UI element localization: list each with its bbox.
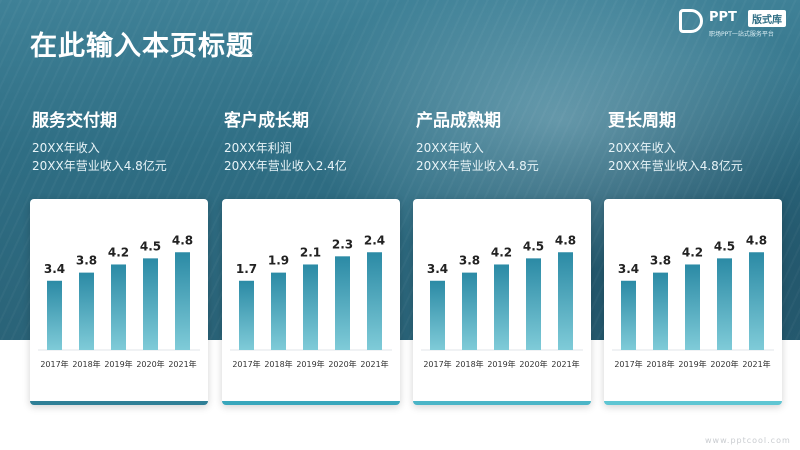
column-title: 更长周期	[608, 111, 676, 131]
column-line: 20XX年利润	[224, 141, 292, 155]
bar-chart: 1.7 2017年 1.9 2018年 2.1 2019年 2.3 2020年 2.4 2021年	[230, 233, 392, 369]
chart-card-4: 3.4 2017年 3.8 2018年 4.2 2019年 4.5 2020年 4.8 2021年	[604, 199, 782, 405]
bar	[111, 264, 126, 350]
category-label: 2019年	[104, 359, 132, 369]
bar	[47, 280, 62, 350]
bar-chart: 3.4 2017年 3.8 2018年 4.2 2019年 4.5 2020年 4.8 2021年	[421, 233, 583, 369]
bar-value-label: 4.5	[523, 239, 544, 253]
category-label: 2019年	[487, 359, 515, 369]
chart-card-2: 1.7 2017年 1.9 2018年 2.1 2019年 2.3 2020年 2.4 2021年	[222, 199, 400, 405]
bar-value-label: 4.5	[140, 239, 161, 253]
bar-value-label: 3.4	[44, 262, 65, 276]
category-label: 2018年	[72, 359, 100, 369]
bar	[430, 280, 445, 350]
bar	[335, 256, 350, 350]
category-label: 2021年	[168, 359, 196, 369]
bar	[462, 272, 477, 350]
bar-value-label: 4.8	[555, 233, 576, 247]
bar-chart: 3.4 2017年 3.8 2018年 4.2 2019年 4.5 2020年 4.8 2021年	[38, 233, 200, 369]
bar	[367, 252, 382, 350]
column-line: 20XX年营业收入4.8亿元	[608, 159, 743, 173]
category-label: 2019年	[296, 359, 324, 369]
bar-value-label: 1.9	[268, 254, 289, 268]
category-label: 2017年	[232, 359, 260, 369]
column-title: 服务交付期	[32, 111, 117, 131]
bar	[526, 258, 541, 350]
bar-value-label: 1.7	[236, 262, 257, 276]
bar	[175, 252, 190, 350]
column-title: 客户成长期	[224, 111, 309, 131]
footer-url: www.pptcool.com	[705, 436, 791, 445]
page-title: 在此输入本页标题	[30, 31, 254, 62]
category-label: 2017年	[40, 359, 68, 369]
bar	[79, 272, 94, 350]
bar	[621, 280, 636, 350]
category-label: 2020年	[328, 359, 356, 369]
category-label: 2020年	[710, 359, 738, 369]
bar	[271, 272, 286, 350]
bar-value-label: 2.4	[364, 233, 385, 247]
bar-value-label: 4.2	[108, 245, 129, 259]
category-label: 2020年	[136, 359, 164, 369]
chart-card-1: 3.4 2017年 3.8 2018年 4.2 2019年 4.5 2020年 4.8 2021年	[30, 199, 208, 405]
category-label: 2021年	[360, 359, 388, 369]
bar-value-label: 4.8	[172, 233, 193, 247]
bar	[303, 264, 318, 350]
bar	[558, 252, 573, 350]
brand-logo: PPT 版式库 职场PPT一站式服务平台	[679, 9, 791, 39]
column-heading-1: 服务交付期 20XX年收入 20XX年营业收入4.8亿元	[32, 106, 212, 175]
bar-value-label: 4.8	[746, 233, 767, 247]
bar-value-label: 4.5	[714, 239, 735, 253]
column-heading-2: 客户成长期 20XX年利润 20XX年营业收入2.4亿	[224, 106, 404, 175]
column-line: 20XX年收入	[416, 141, 484, 155]
bar	[143, 258, 158, 350]
bar-value-label: 3.8	[459, 254, 480, 268]
category-label: 2017年	[614, 359, 642, 369]
bar	[494, 264, 509, 350]
column-heading-4: 更长周期 20XX年收入 20XX年营业收入4.8亿元	[608, 106, 788, 175]
category-label: 2018年	[646, 359, 674, 369]
chart-card-3: 3.4 2017年 3.8 2018年 4.2 2019年 4.5 2020年 4.8 2021年	[413, 199, 591, 405]
logo-text: PPT	[709, 10, 737, 25]
bar-chart: 3.4 2017年 3.8 2018年 4.2 2019年 4.5 2020年 4.8 2021年	[612, 233, 774, 369]
category-label: 2021年	[551, 359, 579, 369]
logo-badge: 版式库	[748, 10, 786, 27]
category-label: 2018年	[455, 359, 483, 369]
logo-slogan: 职场PPT一站式服务平台	[709, 31, 774, 38]
bar-value-label: 2.3	[332, 237, 353, 251]
category-label: 2021年	[742, 359, 770, 369]
column-title: 产品成熟期	[416, 111, 501, 131]
bar	[653, 272, 668, 350]
category-label: 2017年	[423, 359, 451, 369]
bar-value-label: 4.2	[682, 245, 703, 259]
bar	[717, 258, 732, 350]
bar-value-label: 3.8	[76, 254, 97, 268]
column-line: 20XX年营业收入2.4亿	[224, 159, 347, 173]
category-label: 2018年	[264, 359, 292, 369]
column-heading-3: 产品成熟期 20XX年收入 20XX年营业收入4.8元	[416, 106, 596, 175]
bar	[685, 264, 700, 350]
column-line: 20XX年营业收入4.8亿元	[32, 159, 167, 173]
bar	[239, 280, 254, 350]
bar	[749, 252, 764, 350]
logo-mark-icon	[679, 9, 703, 33]
bar-value-label: 3.4	[427, 262, 448, 276]
bar-value-label: 3.4	[618, 262, 639, 276]
bar-value-label: 4.2	[491, 245, 512, 259]
column-line: 20XX年营业收入4.8元	[416, 159, 539, 173]
category-label: 2019年	[678, 359, 706, 369]
column-line: 20XX年收入	[608, 141, 676, 155]
column-line: 20XX年收入	[32, 141, 100, 155]
bar-value-label: 3.8	[650, 254, 671, 268]
category-label: 2020年	[519, 359, 547, 369]
bar-value-label: 2.1	[300, 245, 321, 259]
